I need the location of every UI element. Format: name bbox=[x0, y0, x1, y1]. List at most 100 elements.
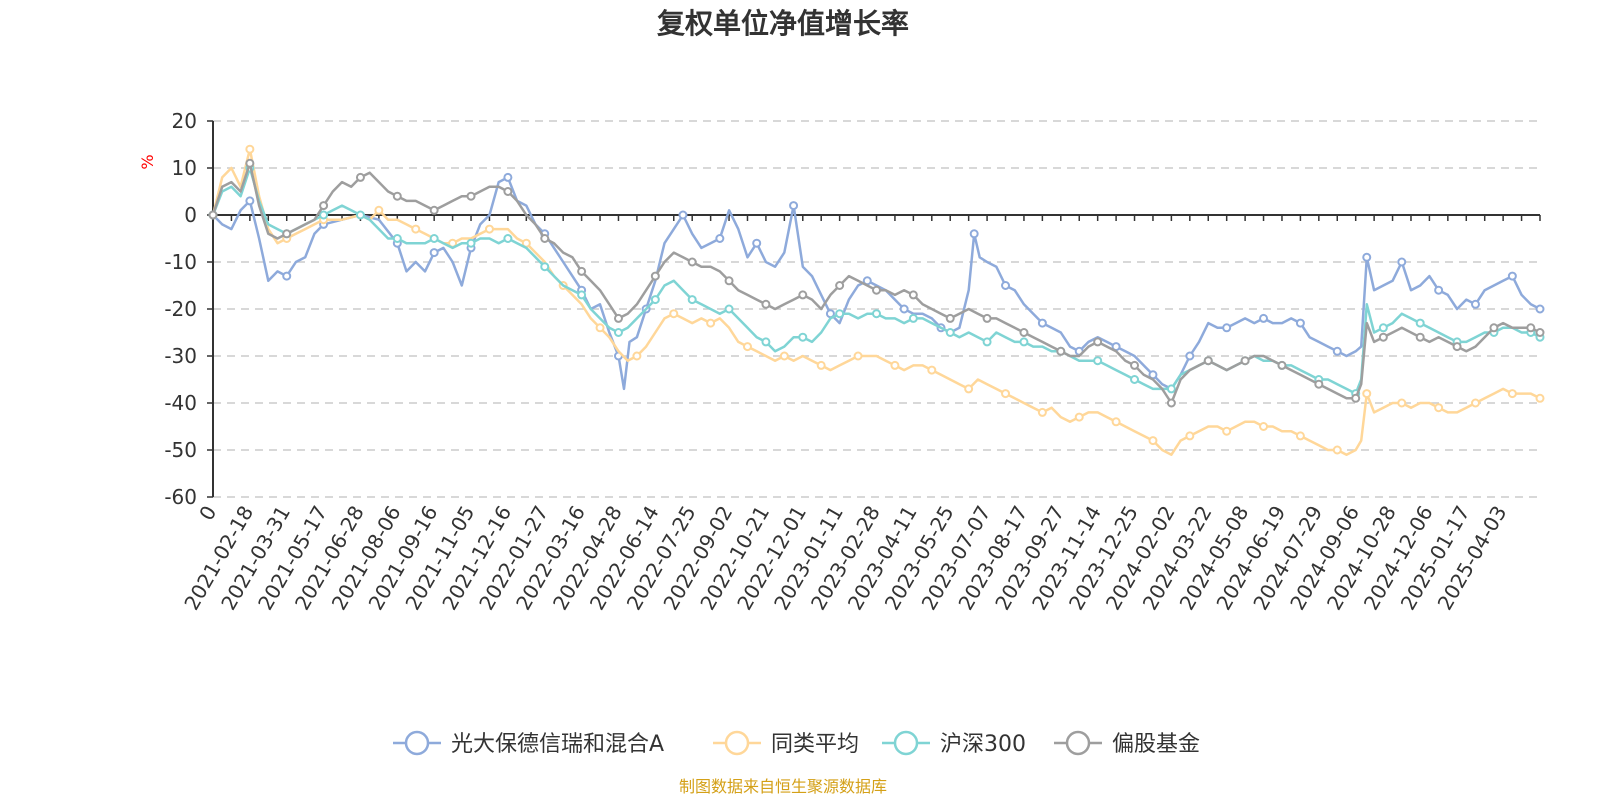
series-point bbox=[1470, 299, 1480, 309]
series-point bbox=[752, 238, 762, 248]
series-point bbox=[540, 262, 550, 272]
series-point bbox=[742, 342, 752, 352]
series-point bbox=[964, 384, 974, 394]
series-point bbox=[1397, 257, 1407, 267]
series-point bbox=[798, 332, 808, 342]
series-point bbox=[632, 351, 642, 361]
x-tick-label: 0 bbox=[194, 502, 221, 525]
series-point bbox=[969, 229, 979, 239]
series-point bbox=[1093, 356, 1103, 366]
y-tick-label: -30 bbox=[164, 344, 197, 368]
series-point bbox=[1056, 346, 1066, 356]
series-point bbox=[1434, 285, 1444, 295]
series-point bbox=[503, 187, 513, 196]
series-point bbox=[687, 295, 697, 305]
series-point bbox=[669, 309, 679, 319]
series-point bbox=[899, 304, 909, 314]
series-point bbox=[872, 309, 881, 319]
series-point bbox=[319, 210, 329, 220]
series-point bbox=[355, 172, 365, 182]
series-point bbox=[1185, 431, 1195, 441]
series-point bbox=[466, 191, 476, 201]
legend-marker bbox=[893, 730, 919, 756]
series-point bbox=[1378, 323, 1388, 333]
series-point bbox=[245, 144, 255, 154]
series-point bbox=[724, 276, 734, 286]
series-point bbox=[1037, 407, 1047, 417]
y-tick-label: -60 bbox=[164, 485, 197, 509]
series-point bbox=[715, 234, 725, 243]
series-point bbox=[1001, 281, 1011, 290]
legend-marker bbox=[404, 730, 430, 756]
legend-label: 偏股基金 bbox=[1112, 732, 1200, 757]
series-point bbox=[890, 360, 900, 370]
series-point bbox=[835, 281, 845, 290]
series-point bbox=[1019, 328, 1029, 337]
series-line bbox=[211, 162, 1541, 405]
series-point bbox=[1019, 337, 1029, 347]
chart-title: 复权单位净值增长率 bbox=[657, 7, 909, 40]
series-point bbox=[503, 234, 513, 243]
series-point bbox=[650, 295, 660, 305]
series-point bbox=[1397, 398, 1407, 408]
series-point bbox=[1535, 328, 1545, 337]
series-point bbox=[411, 224, 421, 234]
series-point bbox=[245, 158, 255, 168]
series-point bbox=[816, 360, 826, 370]
series-point bbox=[282, 229, 292, 239]
series-line bbox=[212, 176, 1541, 391]
series-point bbox=[1489, 323, 1499, 333]
series-point bbox=[853, 351, 863, 361]
series-point bbox=[1362, 252, 1372, 262]
series-point bbox=[1295, 431, 1305, 441]
y-tick-label: 0 bbox=[184, 203, 197, 227]
series-point bbox=[245, 196, 255, 206]
series-point bbox=[1332, 346, 1342, 356]
series-point bbox=[1222, 323, 1232, 333]
series-point bbox=[1415, 318, 1425, 328]
series-point bbox=[429, 248, 439, 258]
series-point bbox=[392, 191, 402, 201]
series-lines bbox=[208, 144, 1545, 456]
series-point bbox=[1362, 389, 1372, 399]
series-point bbox=[687, 257, 697, 267]
series-point bbox=[319, 201, 329, 211]
series-point bbox=[982, 337, 992, 347]
series-point bbox=[577, 290, 587, 300]
series-point bbox=[1166, 384, 1176, 394]
series-point bbox=[1507, 389, 1517, 399]
series-point bbox=[927, 365, 937, 375]
series-point bbox=[1111, 417, 1121, 427]
legend: 光大保德信瑞和混合A 同类平均 沪深300 偏股基金 bbox=[393, 730, 1200, 757]
series-point bbox=[1314, 379, 1324, 389]
legend-label: 同类平均 bbox=[771, 732, 859, 757]
series-point bbox=[1332, 445, 1342, 455]
series-point bbox=[1203, 356, 1213, 366]
series-point bbox=[945, 313, 955, 323]
series-point bbox=[1037, 318, 1047, 328]
data-source-note: 制图数据来自恒生聚源数据库 bbox=[679, 777, 887, 796]
series-point bbox=[503, 172, 513, 182]
series-point bbox=[1277, 360, 1287, 370]
x-axis-ticks: 02021-02-182021-03-312021-05-172021-06-2… bbox=[179, 215, 1541, 614]
legend-marker bbox=[724, 730, 750, 756]
series-point bbox=[1415, 332, 1425, 342]
series-point bbox=[908, 290, 918, 300]
y-tick-label: -40 bbox=[164, 391, 197, 415]
series-point bbox=[1222, 426, 1232, 436]
series-point bbox=[1093, 337, 1103, 347]
series-point bbox=[761, 337, 771, 347]
series-point bbox=[1470, 398, 1480, 408]
y-axis-unit: % bbox=[138, 154, 157, 169]
series-point bbox=[1535, 393, 1545, 403]
y-axis-ticks: 20 10 0 -10 -20 -30 -40 -50 -60 bbox=[164, 109, 213, 509]
series-point bbox=[392, 234, 402, 243]
series-point bbox=[1259, 313, 1269, 323]
legend-marker bbox=[1065, 730, 1091, 756]
series-point bbox=[466, 238, 476, 248]
series-point bbox=[1434, 403, 1444, 413]
series-point bbox=[1259, 422, 1269, 431]
series-point bbox=[1166, 398, 1176, 408]
series-point bbox=[429, 205, 439, 215]
